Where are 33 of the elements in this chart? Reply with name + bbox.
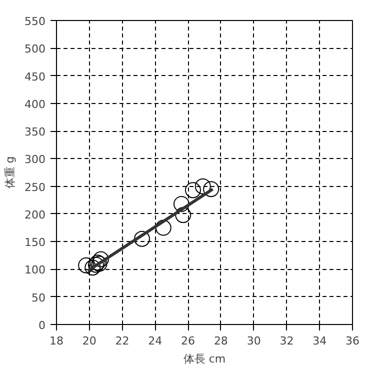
y-tick-label: 250 bbox=[24, 180, 46, 194]
y-tick-label: 350 bbox=[24, 126, 46, 139]
point bbox=[134, 230, 150, 247]
point bbox=[184, 182, 201, 198]
point bbox=[175, 207, 192, 224]
point bbox=[84, 260, 101, 276]
x-tick-label: 34 bbox=[312, 334, 327, 348]
y-tick-label: 550 bbox=[24, 15, 46, 28]
x-tick-label: 26 bbox=[181, 334, 196, 348]
y-tick-label: 450 bbox=[24, 70, 46, 84]
x-tick-label: 28 bbox=[214, 334, 228, 348]
x-axis-title: 体長 cm bbox=[183, 352, 226, 366]
y-tick-label: 400 bbox=[24, 98, 46, 111]
point bbox=[78, 257, 94, 274]
y-tick-label: 300 bbox=[24, 153, 46, 166]
x-tick-label: 30 bbox=[246, 334, 261, 348]
y-tick-label: 0 bbox=[38, 319, 46, 332]
y-tick-label: 200 bbox=[24, 208, 46, 222]
point bbox=[155, 220, 172, 236]
point bbox=[173, 196, 190, 212]
x-tick-label: 32 bbox=[280, 334, 294, 348]
x-tick-label: 18 bbox=[50, 334, 64, 348]
point bbox=[203, 181, 220, 198]
y-tick-label: 50 bbox=[32, 291, 46, 304]
x-tick-label: 20 bbox=[82, 334, 96, 348]
x-tick-label: 36 bbox=[346, 334, 360, 348]
point bbox=[92, 251, 109, 268]
x-tick-label: 22 bbox=[115, 334, 130, 348]
y-tick-label: 100 bbox=[24, 264, 46, 277]
y-axis-title: 体重 g bbox=[4, 156, 17, 189]
y-tick-label: 150 bbox=[24, 236, 46, 250]
x-tick-label: 24 bbox=[148, 334, 162, 348]
y-tick-label: 500 bbox=[24, 42, 46, 56]
